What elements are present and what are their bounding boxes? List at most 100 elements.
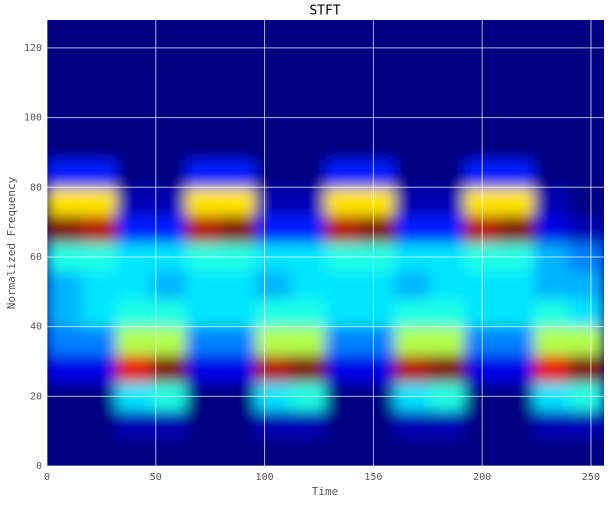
heatmap-cell: [81, 409, 118, 439]
heatmap-cell: [185, 437, 222, 466]
heatmap-cell: [185, 186, 222, 216]
heatmap-cell: [325, 131, 361, 160]
heatmap-cell: [394, 354, 431, 383]
heatmap-cell: [394, 20, 431, 49]
y-tick-label: 40: [30, 322, 42, 333]
heatmap-cell: [499, 354, 535, 383]
heatmap-cell: [429, 214, 466, 244]
heatmap-cell: [47, 437, 83, 466]
heatmap-cell: [185, 326, 222, 355]
heatmap-cell: [150, 409, 187, 439]
heatmap-cell: [81, 20, 118, 49]
heatmap-cell: [290, 47, 326, 77]
heatmap-cell: [568, 158, 604, 188]
heatmap-cell: [429, 298, 466, 328]
y-tick-label: 120: [24, 43, 42, 54]
heatmap-cell: [499, 186, 535, 216]
heatmap-cell: [325, 158, 361, 188]
heatmap-cell: [325, 409, 361, 439]
x-tick-label: 100: [256, 472, 274, 483]
heatmap-cell: [359, 409, 396, 439]
heatmap-cell: [185, 131, 222, 160]
heatmap-cell: [116, 326, 152, 355]
heatmap: [47, 20, 604, 466]
heatmap-cell: [47, 131, 83, 160]
heatmap-cell: [81, 214, 118, 244]
heatmap-cell: [359, 158, 396, 188]
heatmap-cell: [429, 270, 466, 300]
heatmap-cell: [81, 158, 118, 188]
heatmap-cell: [499, 326, 535, 355]
heatmap-cell: [533, 326, 570, 355]
heatmap-cell: [394, 75, 431, 105]
heatmap-cell: [359, 214, 396, 244]
heatmap-cell: [568, 298, 604, 328]
heatmap-cell: [325, 270, 361, 300]
heatmap-cell: [359, 354, 396, 383]
heatmap-cell: [255, 131, 292, 160]
heatmap-cell: [220, 75, 257, 105]
heatmap-cell: [429, 326, 466, 355]
heatmap-cell: [220, 409, 257, 439]
heatmap-cell: [150, 158, 187, 188]
heatmap-cell: [116, 186, 152, 216]
heatmap-cell: [255, 214, 292, 244]
heatmap-cell: [47, 158, 83, 188]
x-tick-label: 50: [150, 472, 162, 483]
heatmap-cell: [150, 131, 187, 160]
heatmap-cell: [81, 186, 118, 216]
heatmap-cell: [499, 437, 535, 466]
heatmap-cell: [255, 437, 292, 466]
y-tick-label: 0: [36, 461, 42, 472]
heatmap-cell: [429, 20, 466, 49]
heatmap-cell: [499, 298, 535, 328]
heatmap-cell: [290, 20, 326, 49]
heatmap-cell: [359, 186, 396, 216]
y-tick-label: 20: [30, 391, 42, 402]
heatmap-cell: [359, 437, 396, 466]
heatmap-cell: [325, 214, 361, 244]
heatmap-cell: [499, 20, 535, 49]
heatmap-cell: [394, 47, 431, 77]
heatmap-cell: [359, 20, 396, 49]
x-tick-label: 200: [473, 472, 491, 483]
heatmap-cell: [150, 20, 187, 49]
heatmap-cell: [290, 437, 326, 466]
heatmap-cell: [568, 75, 604, 105]
heatmap-cell: [429, 47, 466, 77]
heatmap-cell: [499, 158, 535, 188]
x-tick-label: 250: [582, 472, 600, 483]
heatmap-cell: [81, 326, 118, 355]
heatmap-cell: [81, 437, 118, 466]
heatmap-cell: [255, 158, 292, 188]
heatmap-cell: [429, 158, 466, 188]
heatmap-cell: [533, 214, 570, 244]
heatmap-cell: [116, 298, 152, 328]
heatmap-cell: [568, 47, 604, 77]
heatmap-cell: [116, 47, 152, 77]
heatmap-cell: [568, 131, 604, 160]
heatmap-cell: [325, 186, 361, 216]
heatmap-cell: [255, 409, 292, 439]
heatmap-cell: [47, 270, 83, 300]
heatmap-cell: [290, 326, 326, 355]
y-tick-label: 80: [30, 182, 42, 193]
heatmap-cell: [150, 75, 187, 105]
heatmap-cell: [47, 326, 83, 355]
heatmap-cell: [325, 298, 361, 328]
heatmap-cell: [150, 437, 187, 466]
heatmap-cell: [116, 437, 152, 466]
heatmap-cell: [394, 270, 431, 300]
heatmap-cell: [255, 47, 292, 77]
heatmap-cell: [429, 186, 466, 216]
heatmap-cells: [47, 20, 604, 466]
heatmap-cell: [533, 131, 570, 160]
heatmap-cell: [533, 20, 570, 49]
heatmap-cell: [150, 47, 187, 77]
heatmap-cell: [220, 354, 257, 383]
heatmap-cell: [255, 270, 292, 300]
heatmap-cell: [499, 131, 535, 160]
heatmap-cell: [359, 131, 396, 160]
heatmap-cell: [499, 47, 535, 77]
